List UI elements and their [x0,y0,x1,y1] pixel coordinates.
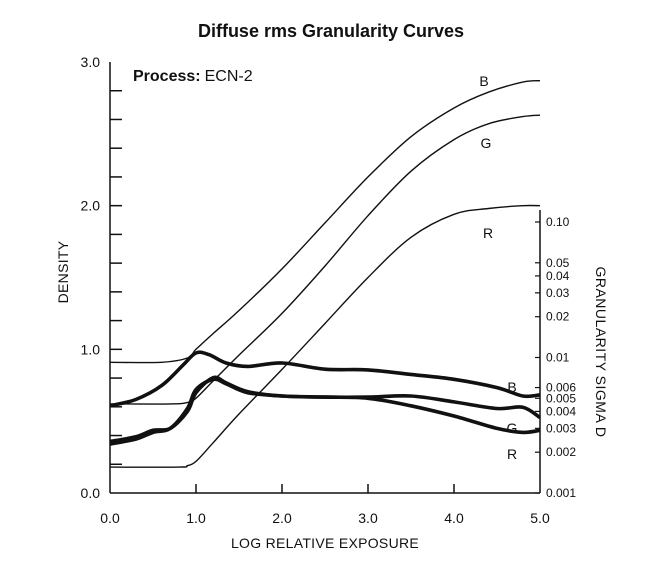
density-curves [109,80,541,468]
y2-tick-label: 0.003 [546,421,576,435]
chart-title: Diffuse rms Granularity Curves [198,21,464,41]
y-axis-label: DENSITY [55,240,71,303]
x-tick-label: 1.0 [186,510,206,526]
x-axis-label: LOG RELATIVE EXPOSURE [231,535,419,551]
granularity-curve-b [109,350,541,408]
y2-axis-label: GRANULARITY SIGMA D [593,266,609,437]
granularity-curve-r [109,377,541,446]
y2-tick-label: 0.005 [546,391,576,405]
granularity-label-b: B [507,379,516,395]
process-label: Process: [133,68,201,85]
y2-tick-label: 0.006 [546,381,576,395]
y2-tick-label: 0.05 [546,256,570,270]
granularity-label-g: G [507,420,518,436]
y-tick-label: 1.0 [81,341,101,357]
granularity-label-r: R [507,446,517,462]
density-label-b: B [479,73,488,89]
density-curve-b [109,80,541,364]
y-tick-label: 3.0 [81,54,101,70]
x-tick-label: 5.0 [530,510,550,526]
y-tick-label: 2.0 [81,198,101,214]
process-value: ECN-2 [205,68,253,85]
density-curve-r [109,204,541,468]
y2-tick-label: 0.03 [546,286,570,300]
x-tick-label: 3.0 [358,510,378,526]
y2-tick-label: 0.10 [546,215,570,229]
x-axis-ticks: 0.0 1.0 2.0 3.0 4.0 5.0 [100,484,550,526]
y2-tick-label: 0.01 [546,351,570,365]
x-tick-label: 4.0 [444,510,464,526]
density-label-g: G [481,135,492,151]
process-annotation: Process: ECN-2 [133,68,253,85]
y2-tick-label: 0.001 [546,486,576,500]
granularity-curves [109,350,542,446]
y2-tick-label: 0.02 [546,310,570,324]
granularity-curve-g [109,375,542,444]
density-label-r: R [483,225,493,241]
y2-tick-label: 0.002 [546,445,576,459]
y-tick-label: 0.0 [81,485,101,501]
x-tick-label: 2.0 [272,510,292,526]
y-axis-ticks: 0.0 1.0 2.0 3.0 [81,54,122,501]
y2-tick-label: 0.004 [546,404,576,418]
axes-frame [109,62,541,494]
x-tick-label: 0.0 [100,510,120,526]
y2-tick-label: 0.04 [546,269,570,283]
